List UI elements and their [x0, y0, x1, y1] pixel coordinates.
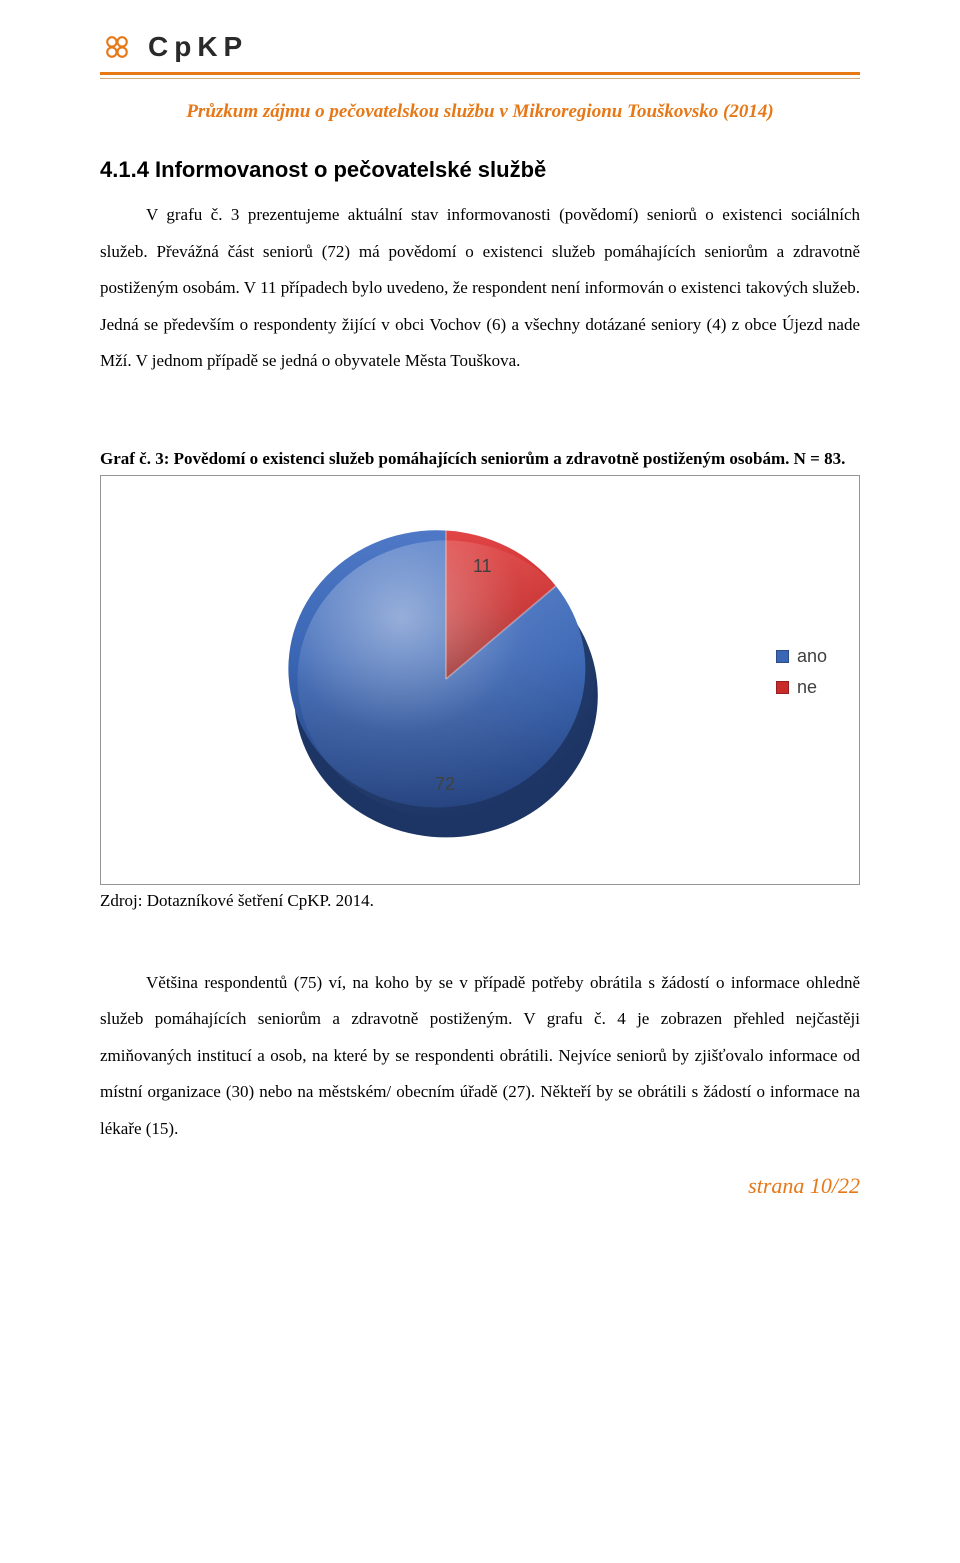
header-rule-thin	[100, 78, 860, 79]
header-rule-thick	[100, 72, 860, 75]
section-heading: 4.1.4 Informovanost o pečovatelské služb…	[100, 157, 860, 183]
legend-item-ne: ne	[776, 677, 827, 698]
page-footer: strana 10/22	[100, 1173, 860, 1199]
swatch-ne-icon	[776, 681, 789, 694]
logo-icon	[100, 30, 134, 64]
legend: ano ne	[776, 646, 827, 698]
swatch-ano-icon	[776, 650, 789, 663]
pie-wrap: 11 72	[281, 514, 611, 844]
chart-source: Zdroj: Dotazníkové šetření CpKP. 2014.	[100, 891, 860, 911]
chart-title: Graf č. 3: Povědomí o existenci služeb p…	[100, 448, 860, 471]
legend-item-ano: ano	[776, 646, 827, 667]
header: CpKP	[100, 30, 860, 70]
paragraph-2: Většina respondentů (75) ví, na koho by …	[100, 965, 860, 1148]
body-text-2: Většina respondentů (75) ví, na koho by …	[100, 965, 860, 1148]
legend-label-ne: ne	[797, 677, 817, 698]
legend-label-ano: ano	[797, 646, 827, 667]
document-subtitle: Průzkum zájmu o pečovatelskou službu v M…	[100, 101, 860, 123]
paragraph-1: V grafu č. 3 prezentujeme aktuální stav …	[100, 197, 860, 380]
body-text-1: V grafu č. 3 prezentujeme aktuální stav …	[100, 197, 860, 380]
slice-label-ano: 72	[435, 774, 455, 795]
slice-label-ne: 11	[473, 556, 492, 577]
pie-chart: 11 72 ano ne	[100, 475, 860, 885]
brand-text: CpKP	[148, 31, 248, 63]
